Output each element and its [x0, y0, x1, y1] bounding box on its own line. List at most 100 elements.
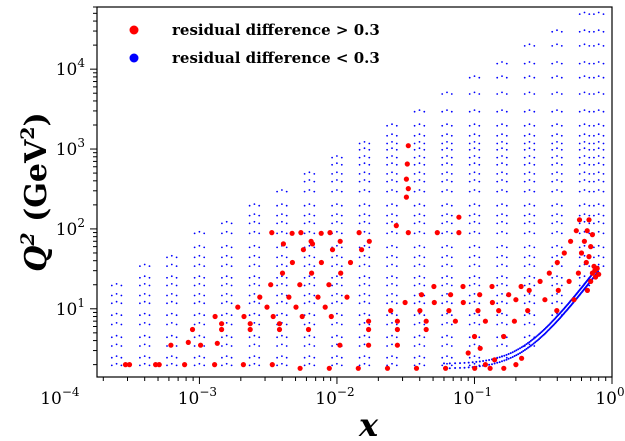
low-residual-point — [478, 232, 481, 235]
high-residual-point — [355, 365, 361, 371]
low-residual-point — [110, 302, 113, 305]
high-residual-point — [448, 292, 454, 298]
low-residual-point — [593, 110, 595, 113]
low-residual-point — [503, 354, 506, 357]
low-residual-point — [475, 360, 478, 363]
low-residual-point — [413, 345, 416, 347]
high-residual-point — [477, 292, 483, 298]
low-residual-point — [253, 203, 256, 206]
low-residual-point — [501, 322, 503, 324]
low-residual-point — [501, 109, 503, 111]
low-residual-point — [386, 276, 388, 279]
high-residual-point — [423, 326, 429, 333]
low-residual-point — [336, 300, 338, 303]
low-residual-point — [303, 364, 306, 367]
low-residual-point — [413, 110, 416, 113]
low-residual-point — [313, 204, 316, 207]
low-residual-point — [602, 148, 605, 151]
low-residual-point — [413, 222, 416, 225]
x-axis-ticks: 10−4 10−3 10−2 10−1 100 — [40, 377, 625, 409]
low-residual-point — [602, 62, 605, 65]
low-residual-point — [258, 345, 261, 347]
low-residual-point — [560, 30, 563, 33]
low-residual-point — [528, 189, 531, 191]
low-residual-point — [450, 190, 453, 193]
x-tick-label: 10−3 — [178, 385, 217, 409]
low-residual-point — [578, 93, 581, 95]
low-residual-point — [556, 75, 558, 77]
low-residual-point — [276, 232, 278, 235]
low-residual-point — [253, 362, 256, 365]
low-residual-point — [593, 190, 595, 193]
low-residual-point — [166, 294, 168, 297]
low-residual-point — [166, 256, 168, 259]
high-residual-point — [309, 241, 316, 247]
low-residual-point — [391, 162, 393, 165]
low-residual-point — [225, 322, 228, 324]
low-residual-point — [281, 283, 283, 285]
low-residual-point — [583, 244, 586, 247]
low-residual-point — [198, 312, 201, 315]
low-residual-point — [450, 142, 453, 145]
low-residual-point — [285, 232, 288, 235]
high-residual-point — [586, 217, 592, 223]
low-residual-point — [391, 283, 393, 285]
low-residual-point — [505, 76, 508, 79]
low-residual-point — [468, 294, 471, 297]
low-residual-point — [560, 302, 563, 305]
low-residual-point — [478, 302, 481, 305]
low-residual-point — [340, 364, 343, 367]
low-residual-point — [363, 203, 366, 206]
low-residual-point — [386, 302, 388, 305]
low-residual-point — [501, 244, 503, 247]
low-residual-point — [423, 265, 426, 267]
low-residual-point — [578, 156, 581, 159]
low-residual-point — [478, 222, 481, 225]
low-residual-point — [478, 336, 481, 339]
low-residual-point — [281, 230, 283, 233]
low-residual-point — [446, 362, 448, 365]
low-residual-point — [523, 246, 526, 249]
low-residual-point — [253, 220, 256, 223]
low-residual-point — [528, 293, 531, 295]
low-residual-point — [468, 142, 471, 145]
low-residual-point — [225, 343, 228, 346]
low-residual-point — [221, 276, 223, 279]
low-residual-point — [588, 142, 591, 145]
low-residual-point — [478, 110, 481, 113]
low-residual-point — [528, 345, 531, 348]
low-residual-point — [170, 355, 173, 357]
low-residual-point — [363, 244, 366, 247]
low-residual-point — [556, 293, 558, 295]
high-residual-point — [519, 355, 525, 361]
low-residual-point — [336, 334, 338, 337]
low-residual-point — [340, 246, 343, 249]
high-residual-point — [511, 318, 517, 324]
low-residual-point — [203, 256, 206, 259]
high-residual-point — [298, 230, 304, 236]
low-residual-point — [578, 124, 581, 127]
low-residual-point — [276, 276, 278, 279]
low-residual-point — [533, 294, 536, 297]
high-residual-point — [327, 230, 333, 236]
low-residual-point — [468, 276, 471, 279]
low-residual-point — [501, 179, 503, 181]
low-residual-point — [308, 312, 311, 315]
low-residual-point — [170, 362, 173, 365]
low-residual-point — [148, 302, 151, 305]
low-residual-point — [528, 171, 531, 174]
high-residual-point — [477, 345, 483, 351]
low-residual-point — [533, 180, 536, 183]
low-residual-point — [448, 367, 451, 370]
low-residual-point — [523, 148, 526, 151]
low-residual-point — [588, 180, 591, 183]
low-residual-point — [391, 213, 393, 216]
low-residual-point — [358, 356, 361, 359]
low-residual-point — [110, 336, 113, 339]
low-residual-point — [363, 220, 366, 223]
low-residual-point — [556, 300, 558, 303]
low-residual-point — [523, 294, 526, 297]
low-residual-point — [556, 162, 558, 165]
low-residual-point — [450, 323, 453, 326]
low-residual-point — [473, 213, 476, 216]
